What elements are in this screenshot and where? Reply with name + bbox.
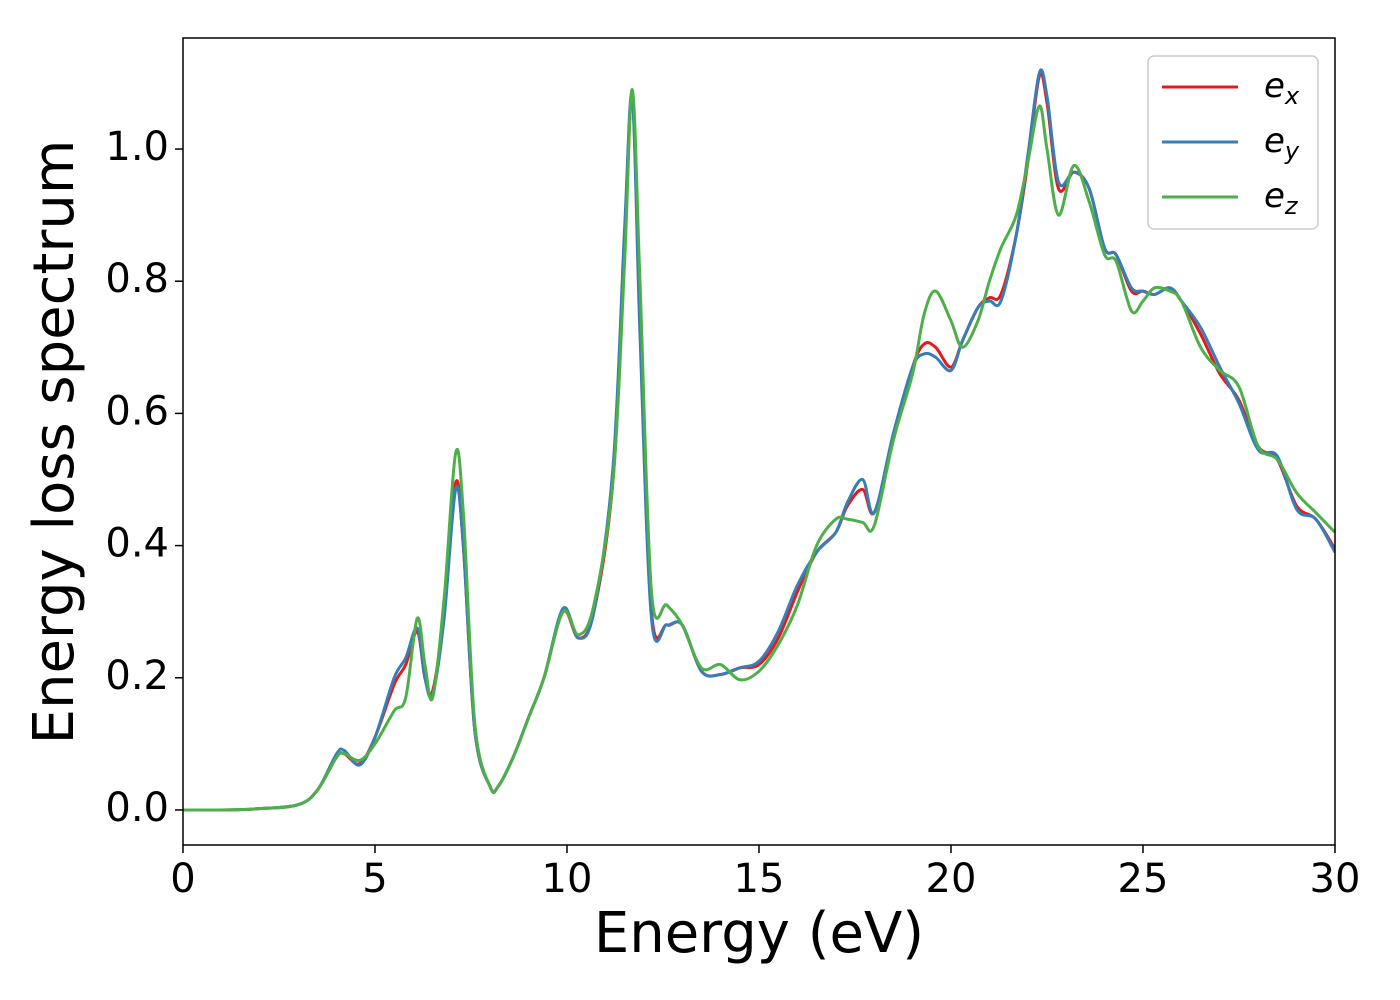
y-tick-label: 0.6 [105, 388, 169, 434]
legend-label: ez [1264, 176, 1299, 221]
y-tick-label: 0.4 [105, 521, 169, 567]
plot-frame [182, 37, 1336, 846]
x-tick-label: 30 [1310, 856, 1361, 902]
y-tick-label: 0.2 [105, 653, 169, 699]
x-tick-label: 0 [170, 856, 195, 902]
x-tick-label: 10 [542, 856, 593, 902]
y-axis-label: Energy loss spectrum [22, 140, 87, 745]
x-tick-label: 20 [926, 856, 977, 902]
legend-label: ey [1264, 121, 1300, 166]
x-tick-label: 25 [1118, 856, 1169, 902]
legend-label: ex [1264, 66, 1300, 111]
x-axis-label: Energy (eV) [594, 901, 924, 966]
x-tick-label: 5 [362, 856, 387, 902]
y-tick-label: 0.0 [105, 785, 169, 831]
series-line [183, 88, 1335, 812]
y-tick-label: 1.0 [105, 124, 169, 170]
x-tick-label: 15 [734, 856, 785, 902]
y-tick-label: 0.8 [105, 256, 169, 302]
